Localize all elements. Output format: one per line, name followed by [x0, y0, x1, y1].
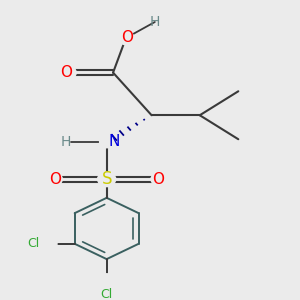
Text: H: H	[61, 135, 71, 149]
Text: O: O	[49, 172, 61, 187]
Text: O: O	[152, 172, 164, 187]
Text: N: N	[108, 134, 120, 149]
Text: Cl: Cl	[100, 288, 113, 300]
Circle shape	[118, 31, 134, 45]
Circle shape	[38, 236, 57, 252]
Text: S: S	[101, 170, 112, 188]
Text: Cl: Cl	[27, 237, 39, 250]
Text: O: O	[122, 31, 134, 46]
Text: H: H	[150, 15, 160, 29]
Circle shape	[151, 173, 165, 185]
Circle shape	[98, 172, 116, 187]
Circle shape	[60, 66, 76, 79]
Circle shape	[97, 274, 116, 290]
Circle shape	[48, 173, 62, 185]
Circle shape	[100, 136, 114, 148]
Text: O: O	[61, 65, 73, 80]
